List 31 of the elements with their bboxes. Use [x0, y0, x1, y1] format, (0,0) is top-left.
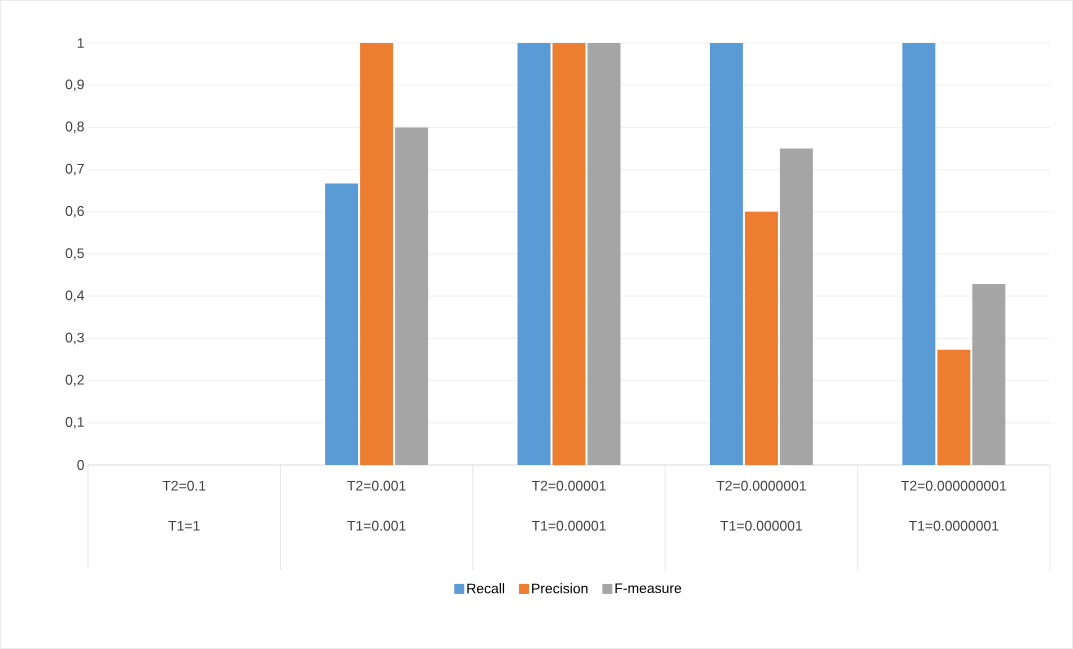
- category-label: T2=0.0000001 T1=0.000001: [716, 480, 806, 531]
- legend-label: F-measure: [615, 583, 682, 594]
- bar: [395, 127, 429, 465]
- y-tick-label: 0,9: [65, 79, 84, 91]
- bar: [972, 283, 1006, 465]
- bar: [779, 148, 813, 465]
- y-tick-label: 0,3: [65, 332, 84, 345]
- category-label: T2=0.1 T1=1: [162, 480, 206, 531]
- category-label: T2=0.001 T1=0.001: [347, 480, 406, 531]
- bar: [552, 42, 586, 465]
- y-tick-label: 0: [77, 460, 84, 470]
- bar: [325, 183, 359, 465]
- y-tick-label: 0,7: [65, 163, 84, 176]
- y-tick-label: 0,1: [65, 417, 84, 429]
- y-tick-label: 0,2: [65, 374, 84, 387]
- y-tick-label: 0,6: [65, 206, 84, 218]
- bar: [360, 42, 394, 465]
- y-tick-label: 0,5: [65, 248, 84, 260]
- legend-label: Precision: [532, 583, 588, 594]
- y-tick-label: 0,4: [65, 290, 85, 302]
- y-tick-label: 1: [77, 38, 84, 48]
- bar: [517, 42, 551, 465]
- category-label: T2=0.00001 T1=0.00001: [531, 480, 606, 531]
- legend-label: Recall: [467, 583, 505, 594]
- y-tick-label: 0,8: [65, 121, 84, 134]
- bar: [587, 42, 621, 465]
- bar: [744, 211, 778, 465]
- bar: [709, 42, 743, 465]
- bar: [937, 349, 971, 465]
- category-label: T2=0.000000001 T1=0.0000001: [901, 480, 1007, 531]
- bar: [902, 42, 936, 465]
